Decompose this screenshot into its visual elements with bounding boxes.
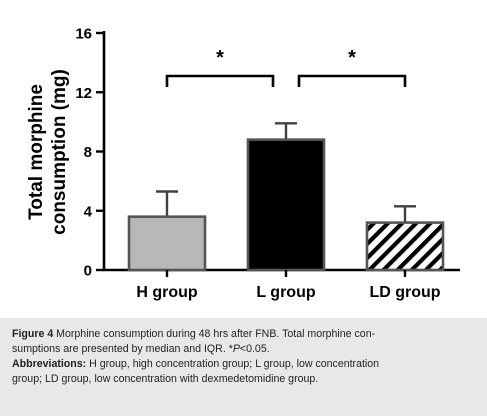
y-axis-title: Total morphine consumption (mg) bbox=[26, 69, 70, 235]
abbreviations-label: Abbreviations: bbox=[12, 358, 87, 370]
bar-chart: Total morphine consumption (mg) 0 4 8 12 16 H… bbox=[26, 26, 460, 301]
bars: H group L group LD group bbox=[127, 122, 445, 301]
significance-bracket bbox=[297, 74, 407, 87]
caption-paragraph: Figure 4 Morphine consumption during 48 … bbox=[12, 327, 475, 342]
bar-h-group bbox=[127, 215, 207, 272]
significance-star: * bbox=[216, 47, 224, 69]
y-axis-title-line-2: consumption (mg) bbox=[49, 69, 70, 235]
significance-brackets: * * bbox=[165, 47, 407, 87]
abbreviations-line-1: H group, high concentration group; L gro… bbox=[86, 358, 380, 370]
y-tick-label: 4 bbox=[84, 203, 93, 220]
y-tick-label: 12 bbox=[75, 85, 92, 102]
caption-paragraph-cont: sumptions are presented by median and IQ… bbox=[12, 342, 475, 357]
figure-label: Figure 4 bbox=[12, 328, 54, 340]
p-value-symbol: P bbox=[232, 343, 240, 355]
significance-star: * bbox=[348, 47, 356, 69]
y-tick-label: 8 bbox=[84, 144, 92, 161]
abbreviations-line-2: group; LD group, low concentration with … bbox=[12, 373, 319, 385]
significance-bracket bbox=[165, 74, 275, 87]
figure-caption: Figure 4 Morphine consumption during 48 … bbox=[0, 318, 487, 416]
bar-l-group bbox=[246, 138, 326, 272]
bar-ld-group bbox=[365, 221, 445, 272]
caption-line-1: Morphine consumption during 48 hrs after… bbox=[53, 328, 376, 340]
abbreviations-paragraph: Abbreviations: H group, high concentrati… bbox=[12, 357, 475, 372]
p-value-threshold: <0.05. bbox=[239, 343, 270, 355]
caption-line-2: sumptions are presented by median and IQ… bbox=[12, 343, 233, 355]
x-category-label: H group bbox=[136, 284, 198, 301]
x-category-label: L group bbox=[256, 284, 315, 301]
y-axis-title-line-1: Total morphine bbox=[26, 84, 47, 220]
abbreviations-paragraph-cont: group; LD group, low concentration with … bbox=[12, 372, 475, 387]
x-category-label: LD group bbox=[369, 284, 440, 301]
y-tick-label: 16 bbox=[75, 26, 92, 43]
y-tick-label: 0 bbox=[84, 263, 92, 280]
